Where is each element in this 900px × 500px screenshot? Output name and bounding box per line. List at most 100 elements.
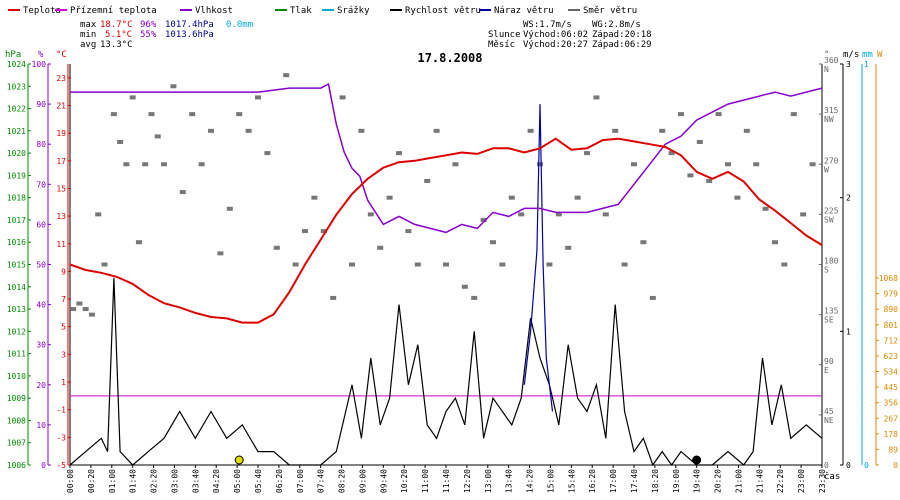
- hpa-tick-label: 1006: [7, 461, 26, 470]
- w-tick-label: 534: [884, 368, 899, 377]
- direction-name-label: SE: [824, 316, 834, 325]
- legend-label: Přízemní teplota: [70, 6, 157, 16]
- x-tick-label: 13:00: [484, 469, 493, 493]
- w-tick-label: 178: [884, 430, 899, 439]
- percent-tick-label: 70: [36, 180, 46, 189]
- percent-tick-label: 0: [41, 461, 46, 470]
- hpa-tick-label: 1009: [7, 394, 26, 403]
- w-tick-label: 1068: [879, 274, 898, 283]
- celsius-tick-label: 5: [61, 323, 66, 332]
- unit-w: W: [877, 50, 883, 60]
- wind-direction-point: [565, 245, 572, 250]
- wind-direction-point: [546, 262, 553, 267]
- wind-direction-point: [255, 95, 261, 100]
- wind-direction-point: [189, 112, 196, 117]
- axis-units: hPa % °C ° m/s mm W čas: [5, 50, 883, 482]
- legend: Teplota Přízemní teplota Vlhkost Tlak Srážky…: [8, 6, 637, 16]
- celsius-tick-label: -5: [56, 461, 66, 470]
- wind-direction-point: [499, 262, 506, 267]
- percent-tick-label: 20: [36, 381, 46, 390]
- stats-max-label: max: [80, 20, 97, 30]
- direction-name-label: W: [824, 165, 829, 174]
- x-tick-label: 05:40: [254, 469, 263, 493]
- wind-direction-point: [602, 212, 609, 217]
- legend-label: Teplota: [23, 6, 61, 16]
- x-axis: 00:00 00:20 01:00 01:40 02:20 03:00 03:40 04:20…: [66, 465, 827, 493]
- w-tick-label: 890: [884, 305, 899, 314]
- stats-min-label: min: [80, 30, 96, 40]
- mm-tick-label: 0: [864, 461, 869, 470]
- x-tick-label: 09:00: [358, 469, 367, 493]
- celsius-tick-label: 3: [61, 350, 66, 359]
- direction-tick-label: 315: [824, 106, 839, 115]
- wind-direction-point: [452, 162, 459, 167]
- percent-tick-label: 100: [32, 60, 47, 69]
- x-tick-label: 19:40: [693, 469, 702, 493]
- wind-direction-point: [311, 195, 318, 200]
- wind-direction-point: [226, 206, 233, 211]
- wind-direction-point: [555, 212, 562, 217]
- stats-min-temp: 5.1°C: [105, 30, 132, 40]
- direction-name-label: N: [824, 65, 829, 74]
- hpa-tick-label: 1024: [7, 60, 26, 69]
- humidity-line: [70, 82, 823, 234]
- wind-direction-point: [302, 229, 308, 234]
- wind-direction-point: [358, 128, 365, 133]
- percent-tick-label: 90: [36, 100, 46, 109]
- x-tick-label: 13:40: [505, 469, 514, 493]
- x-tick-label: 05:00: [233, 469, 242, 493]
- wind-ws: WS:1.7m/s: [523, 20, 572, 30]
- w-tick-label: 356: [884, 399, 899, 408]
- x-tick-label: 21:00: [734, 469, 743, 493]
- direction-name-label: NW: [824, 115, 834, 124]
- moonrise-marker: [692, 455, 702, 465]
- celsius-tick-label: -1: [56, 406, 66, 415]
- stats-max-hum: 96%: [140, 20, 157, 30]
- wind-direction-point: [584, 151, 590, 156]
- hpa-tick-label: 1018: [7, 194, 26, 203]
- direction-name-label: NE: [824, 416, 834, 425]
- wind-gust-line: [523, 104, 554, 412]
- w-tick-label: 267: [884, 414, 899, 423]
- ms-tick-label: 3: [846, 60, 851, 69]
- wind-direction-point: [772, 240, 778, 245]
- celsius-tick-label: 21: [56, 101, 66, 110]
- wind-direction-point: [715, 112, 722, 117]
- wind-direction-point: [377, 245, 384, 250]
- wind-direction-point: [725, 162, 731, 167]
- celsius-tick-label: 19: [56, 129, 66, 138]
- x-tick-label: 01:40: [129, 469, 138, 493]
- w-tick-label: 0: [893, 461, 898, 470]
- ms-tick-label: 2: [846, 194, 851, 203]
- wind-direction-point: [154, 134, 161, 139]
- wind-direction-point: [809, 162, 816, 167]
- w-tick-label: 445: [884, 383, 899, 392]
- w-tick-label: 712: [884, 336, 899, 345]
- wind-wg: WG:2.8m/s: [592, 20, 641, 30]
- x-tick-label: 15:40: [567, 469, 576, 493]
- wind-direction-point: [396, 151, 402, 156]
- wind-direction-point: [170, 84, 177, 89]
- direction-tick-label: 90: [824, 357, 834, 366]
- temperature-line: [69, 137, 823, 324]
- unit-ms: m/s: [843, 50, 859, 60]
- wind-direction-point: [245, 128, 252, 133]
- x-tick-label: 06:20: [275, 469, 284, 493]
- hpa-tick-label: 1016: [7, 238, 26, 247]
- stats-min-press: 1013.6hPa: [165, 30, 214, 40]
- wind-direction-point: [117, 139, 124, 144]
- x-tick-label: 19:00: [672, 469, 681, 493]
- x-tick-label: 18:20: [651, 469, 660, 493]
- wind-direction-point: [518, 212, 525, 217]
- wind-direction-point: [508, 195, 515, 200]
- w-tick-label: 89: [888, 445, 898, 454]
- w-tick-label: 979: [884, 290, 899, 299]
- wind-direction-point: [82, 307, 89, 312]
- wind-direction-point: [283, 73, 290, 78]
- stats-rain: 0.0mm: [226, 20, 253, 30]
- wind-direction-point: [95, 212, 102, 217]
- legend-label: Směr větru: [583, 6, 637, 16]
- wind-direction-point: [386, 195, 393, 200]
- unit-percent: %: [38, 50, 44, 60]
- wind-direction-point: [70, 307, 77, 312]
